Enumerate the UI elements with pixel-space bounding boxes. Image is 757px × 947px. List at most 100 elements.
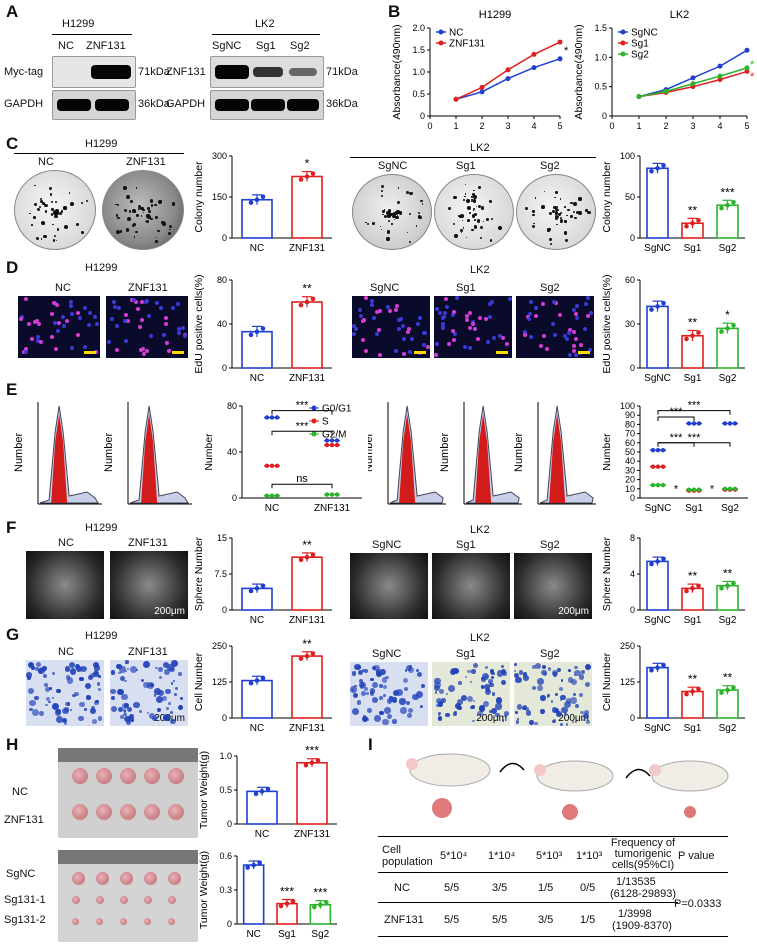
x-tick-label: 0 [609, 121, 614, 131]
data-point-g0-g1 [274, 415, 280, 420]
data-point-g0-g1 [691, 421, 697, 426]
h-row-nc: NC [12, 786, 28, 798]
bar-sg2 [716, 327, 739, 369]
data-point-s [655, 464, 661, 469]
x-tick-label: SgNC [644, 723, 671, 734]
legend-marker [438, 40, 444, 46]
point-znf131 [505, 67, 511, 73]
colony-dish-sgnc [352, 174, 432, 250]
d-right-title: LK2 [470, 264, 490, 276]
blot-left-rule [52, 34, 132, 35]
significance-label: ** [688, 203, 698, 217]
table-rule-mid [378, 872, 728, 873]
point-sg1 [717, 77, 723, 83]
x-tick-label: ZNF131 [289, 243, 326, 254]
g-right-lane-sg2: Sg2 [540, 648, 560, 660]
y-tick-label: 80 [217, 275, 227, 285]
x-tick-label: Sg1 [684, 373, 702, 384]
blot-right-kda2: 36kDa [326, 98, 358, 110]
c-right-lane-sg1: Sg1 [456, 160, 476, 172]
hist-curve [39, 405, 99, 504]
y-tick-label: 0.3 [219, 885, 232, 895]
x-tick-label: Sg2 [719, 373, 737, 384]
sphere-image-sgnc [350, 553, 428, 619]
table-row-nc-c4: 0/5 [580, 882, 596, 894]
data-point-g2-m [732, 486, 738, 491]
data-point [684, 336, 689, 342]
data-point [303, 762, 309, 768]
x-tick-label: SgNC [644, 615, 671, 626]
point-sg2 [717, 73, 723, 79]
chart-f-lk2: Sphere Number 0 4 8 SgNC Sg1 Sg2 ** ** [601, 533, 745, 626]
c-left-title: H1299 [85, 138, 118, 150]
comparison-bracket [657, 442, 731, 447]
bar-nc [246, 790, 278, 825]
f-right-lane-sg2: Sg2 [540, 539, 560, 551]
table-row-nc-c2: 3/5 [492, 882, 508, 894]
data-point [690, 333, 695, 339]
hist-ylabel: Number [368, 433, 375, 472]
y-tick-label: 70 [625, 429, 635, 439]
y-tick-label: 1.5 [412, 45, 425, 55]
y-axis-label: Cell Number [193, 652, 205, 711]
significance-label: ** [688, 672, 698, 686]
x-tick-label: NC [250, 373, 264, 384]
data-point [254, 197, 260, 203]
significance-label: * [305, 157, 310, 171]
x-tick-label: 1 [453, 121, 458, 131]
y-tick-label: 0 [232, 493, 237, 503]
significance-label: *** [688, 432, 702, 444]
data-point [310, 296, 316, 302]
data-point [690, 689, 695, 694]
significance-label: *** [750, 71, 755, 83]
f-right-lane-sg1: Sg1 [456, 539, 476, 551]
hist-g1-peak [51, 414, 68, 503]
data-point-g0-g1 [727, 421, 733, 426]
data-point-g0-g1 [732, 421, 738, 426]
bar-znf131 [291, 175, 323, 239]
d-right-lane-sg2: Sg2 [540, 282, 560, 294]
y-axis-label: Colony number [193, 161, 205, 233]
blot-right-lane-sg2: Sg2 [290, 40, 310, 52]
data-point-g2-m [274, 493, 280, 498]
x-tick-label: 5 [557, 121, 562, 131]
y-tick-label: 250 [212, 641, 227, 651]
sphere-image-nc [26, 551, 104, 619]
x-tick-label: NC [250, 723, 264, 734]
x-tick-label: 4 [531, 121, 536, 131]
data-point-g2-m [324, 492, 330, 497]
g-right-lane-sgnc: SgNC [372, 648, 402, 660]
legend-label: ZNF131 [449, 39, 486, 50]
data-point [298, 302, 304, 308]
data-point [684, 223, 689, 229]
transwell-image-sg1: 200μm [432, 662, 510, 726]
bar-znf131 [296, 761, 328, 825]
y-tick-label: 60 [625, 275, 635, 285]
significance-label: ** [302, 538, 312, 552]
c-right-rule [350, 157, 596, 158]
x-tick-label: 2 [479, 121, 484, 131]
x-tick-label: 4 [717, 121, 722, 131]
flow-histogram: Number [513, 402, 596, 505]
comparison-bracket [271, 483, 333, 489]
significance-label: *** [305, 744, 319, 758]
y-tick-label: 125 [620, 677, 635, 687]
significance-label: *** [750, 59, 755, 71]
y-tick-label: 80 [227, 401, 237, 411]
data-point [655, 304, 660, 309]
table-header-1e3: 1*10³ [576, 850, 603, 862]
y-tick-label: 0.5 [412, 89, 425, 99]
significance-label: *** [670, 406, 684, 418]
y-tick-label: 0.5 [219, 785, 232, 795]
f-left-lane-znf131: ZNF131 [128, 537, 168, 549]
g-right-title: LK2 [470, 632, 490, 644]
data-point-s [324, 442, 330, 448]
data-point [248, 680, 254, 686]
x-tick-label: NC [250, 615, 264, 626]
sphere-image-sg1 [432, 553, 510, 619]
y-tick-label: 300 [212, 151, 227, 161]
arrow-2-icon [625, 768, 651, 779]
data-point-g0-g1 [660, 447, 666, 453]
bar-sgnc [646, 560, 669, 611]
